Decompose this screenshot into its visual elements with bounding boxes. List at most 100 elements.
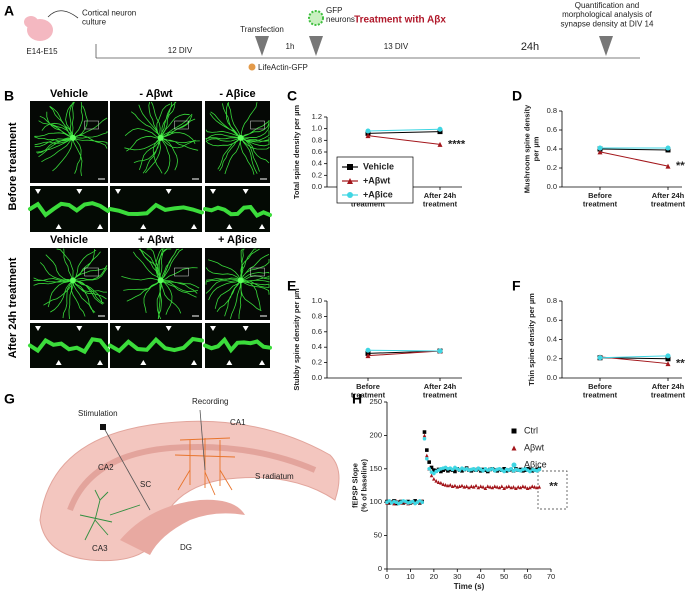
marker bbox=[474, 483, 478, 488]
plasmid-icon bbox=[248, 63, 256, 71]
spine-arrow bbox=[140, 224, 147, 229]
embryo-head bbox=[24, 16, 38, 28]
y-tick-label: 0.4 bbox=[547, 334, 557, 343]
marker bbox=[516, 485, 520, 489]
spine-arrow bbox=[191, 360, 197, 365]
zoom-box bbox=[174, 120, 189, 130]
y-tick-label: 0.8 bbox=[312, 311, 322, 320]
y-tick-label: 0.2 bbox=[547, 354, 557, 363]
y-tick-label: 0.6 bbox=[312, 327, 322, 336]
marker bbox=[347, 178, 353, 184]
significance: **** bbox=[448, 138, 466, 150]
marker bbox=[537, 467, 542, 472]
dendrite bbox=[28, 201, 110, 218]
y-tick-label: 0 bbox=[378, 564, 382, 573]
marker bbox=[365, 347, 371, 353]
panel-letter: B bbox=[4, 88, 14, 104]
y-tick-label: 0.8 bbox=[547, 106, 557, 115]
diagram-label: DG bbox=[180, 543, 192, 552]
soma bbox=[237, 277, 244, 284]
marker bbox=[474, 468, 478, 472]
legend-label: Aβwt bbox=[524, 442, 545, 452]
ca3-neuron bbox=[79, 489, 141, 541]
diagram-label: Recording bbox=[192, 397, 228, 406]
y-tick-label: 1.0 bbox=[312, 296, 322, 305]
dentate-gyrus bbox=[120, 499, 245, 555]
y-tick-label: 150 bbox=[369, 464, 382, 473]
y-tick-label: 0.6 bbox=[312, 147, 322, 156]
x-tick-label: 30 bbox=[453, 572, 461, 581]
x-tick-label: After 24h treatment bbox=[651, 191, 685, 209]
marker bbox=[597, 145, 603, 151]
marker bbox=[523, 485, 528, 489]
series-line bbox=[599, 148, 669, 151]
column-title: + Aβwt bbox=[138, 234, 174, 246]
spine-arrow bbox=[191, 224, 197, 229]
x-tick-label: 50 bbox=[500, 572, 508, 581]
y-tick-label: 0.6 bbox=[547, 315, 557, 324]
diagram-label: CA1 bbox=[230, 418, 246, 427]
marker bbox=[427, 467, 431, 471]
column-title: Vehicle bbox=[50, 88, 88, 100]
marker bbox=[429, 473, 434, 478]
marker bbox=[446, 469, 450, 473]
y-tick-label: 0.8 bbox=[312, 135, 322, 144]
diagram-label: CA3 bbox=[92, 544, 108, 553]
marker bbox=[460, 483, 464, 488]
y-tick-label: 0.4 bbox=[547, 144, 557, 153]
marker bbox=[422, 433, 427, 438]
marker bbox=[511, 445, 517, 451]
spine-arrow bbox=[259, 360, 265, 365]
marker bbox=[597, 355, 603, 361]
marker bbox=[425, 456, 429, 461]
marker bbox=[427, 460, 431, 464]
hippocampus-diagram bbox=[39, 409, 340, 562]
y-tick-label: 1.0 bbox=[312, 124, 322, 133]
marker bbox=[665, 361, 671, 367]
timeline-text: E14-E15 bbox=[26, 47, 58, 56]
zoom-box bbox=[84, 267, 99, 277]
neurite bbox=[205, 248, 270, 319]
series-line bbox=[599, 355, 669, 359]
diagram-label: Stimulation bbox=[78, 409, 118, 418]
marker bbox=[665, 163, 671, 169]
dendrite bbox=[28, 337, 110, 355]
x-axis-label: Time (s) bbox=[454, 582, 485, 591]
electrode-tip bbox=[100, 424, 106, 430]
ca1-neurons bbox=[174, 437, 236, 496]
marker bbox=[453, 483, 457, 488]
x-tick-label: 70 bbox=[547, 572, 555, 581]
marker bbox=[528, 485, 532, 490]
y-tick-label: 0.0 bbox=[547, 182, 557, 191]
timeline-text: Cortical neuron culture bbox=[82, 9, 136, 27]
marker bbox=[443, 483, 448, 487]
spine-arrow bbox=[97, 224, 103, 229]
timeline-text: 24h bbox=[521, 41, 539, 53]
marker bbox=[471, 485, 476, 489]
significance: *** bbox=[676, 160, 685, 172]
timeline-text: LifeActin-GFP bbox=[258, 63, 308, 72]
marker bbox=[365, 128, 371, 134]
panel-letter: F bbox=[512, 278, 521, 294]
timeline-text: 13 DIV bbox=[384, 42, 409, 51]
marker bbox=[432, 468, 436, 472]
neurite bbox=[33, 248, 108, 320]
marker bbox=[448, 483, 453, 487]
panel-letter: H bbox=[352, 391, 362, 407]
panel-letter: D bbox=[512, 88, 522, 104]
timeline-text: Treatment with Aβx bbox=[354, 15, 446, 26]
highlight-box bbox=[537, 470, 568, 510]
y-tick-label: 100 bbox=[369, 497, 382, 506]
significance: *** bbox=[676, 357, 685, 369]
marker bbox=[347, 192, 353, 198]
dendrite bbox=[203, 204, 272, 219]
y-axis-label: fEPSP Slope(% of baseline) bbox=[351, 459, 369, 512]
marker bbox=[481, 485, 485, 489]
y-tick-label: 0.2 bbox=[547, 163, 557, 172]
marker bbox=[392, 501, 396, 506]
spine-arrow bbox=[259, 224, 265, 229]
diagram-label: CA2 bbox=[98, 463, 114, 472]
marker bbox=[425, 448, 429, 452]
